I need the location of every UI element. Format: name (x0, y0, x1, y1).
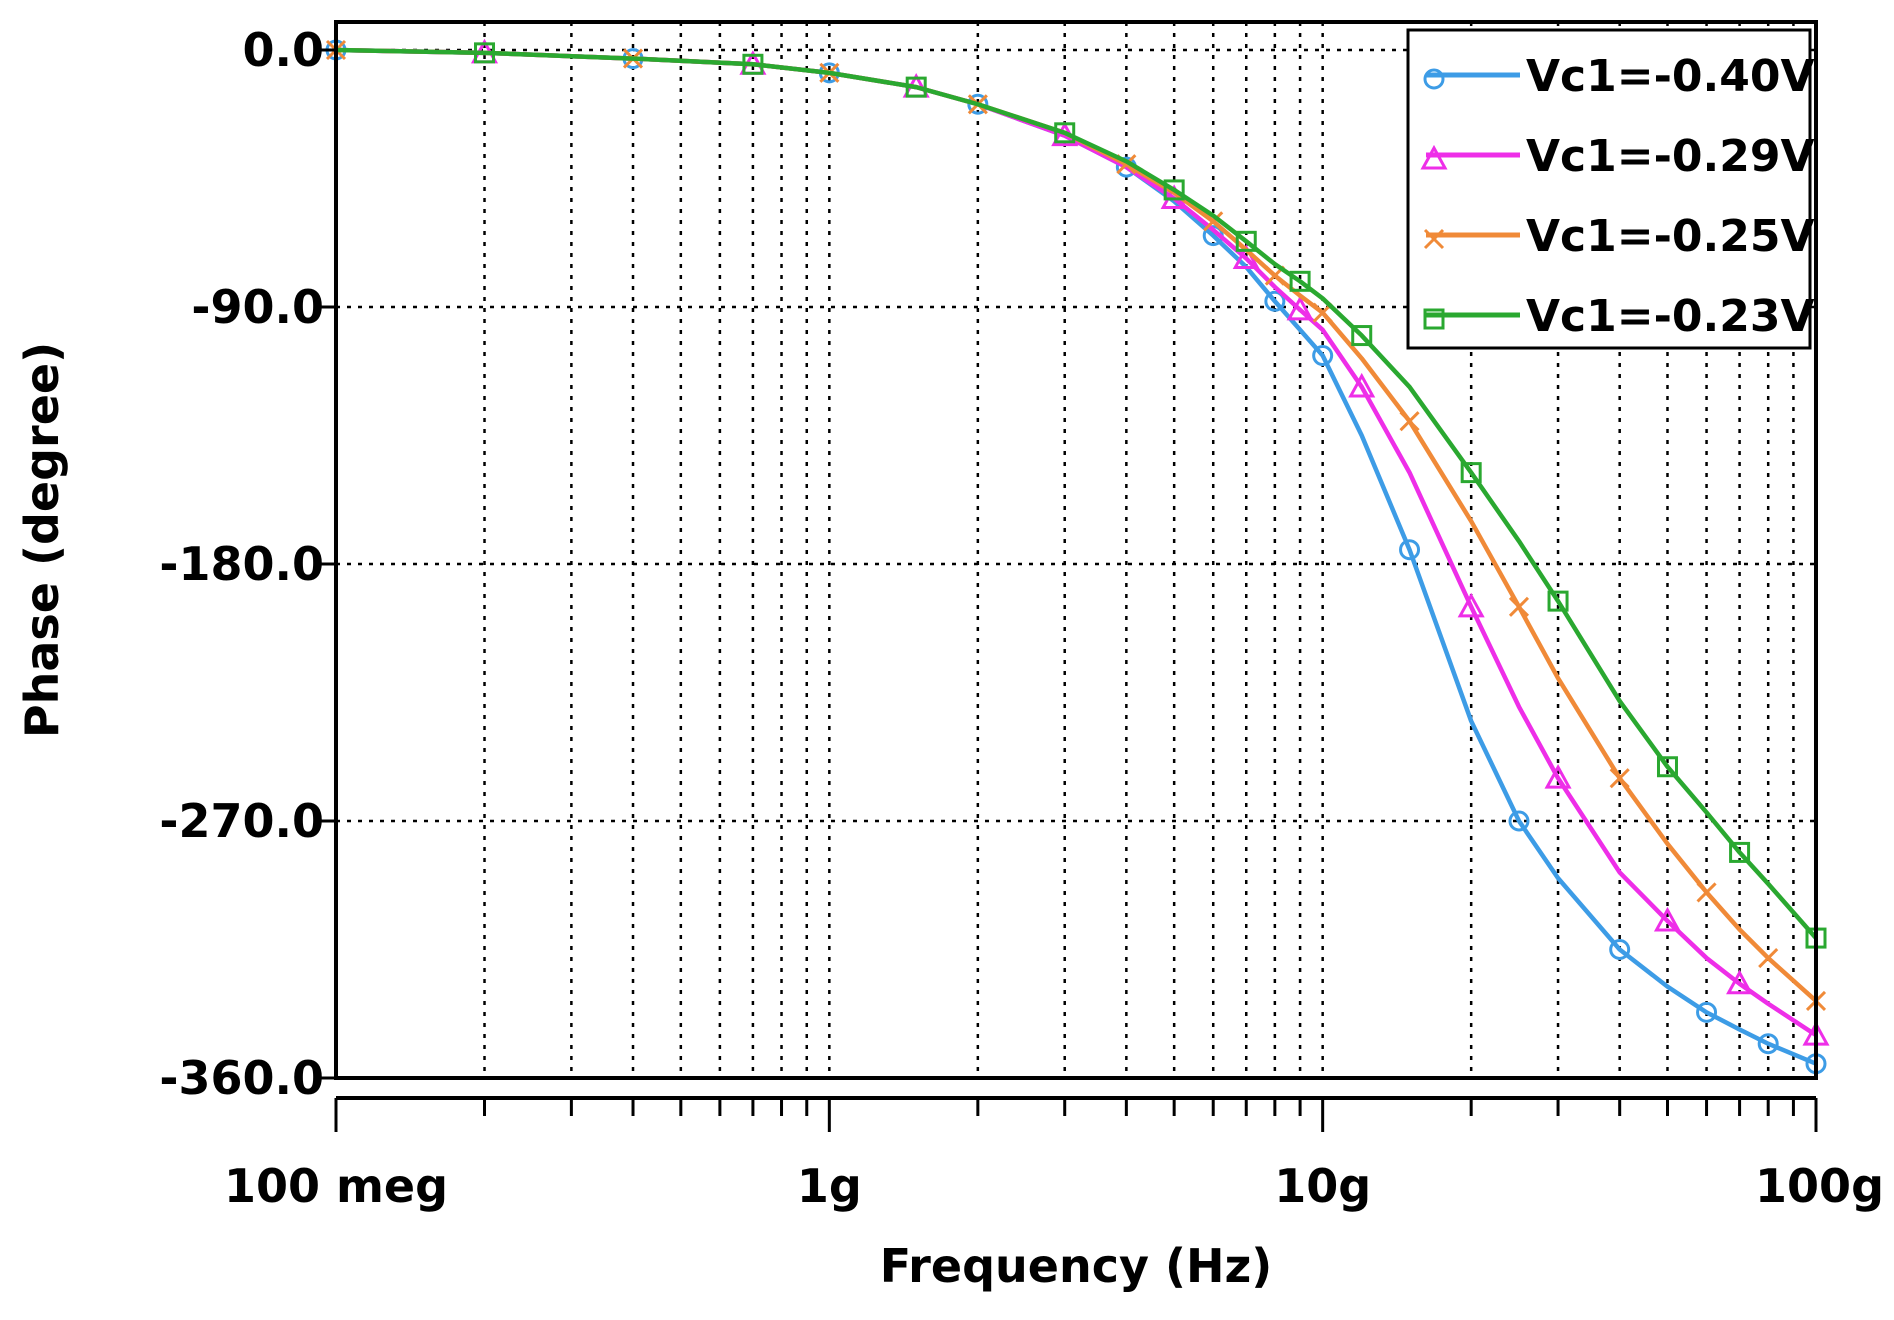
y-tick-label: -90.0 (191, 280, 324, 334)
data-point-marker (967, 93, 989, 115)
data-point-marker (1457, 592, 1485, 618)
data-point-marker (1289, 270, 1311, 292)
marker-x-stroke (1758, 948, 1779, 969)
data-point-marker (1696, 1001, 1718, 1023)
data-point-marker (1399, 539, 1421, 561)
y-tick-label: -360.0 (159, 1051, 324, 1105)
y-tick-label: 0.0 (243, 23, 325, 77)
legend-entry: Vc1=-0.23V (1423, 291, 1815, 342)
legend-entry: Vc1=-0.25V (1423, 211, 1815, 262)
data-point-marker (905, 76, 927, 98)
legend-box (1406, 28, 1812, 350)
legend-label: Vc1=-0.23V (1526, 291, 1815, 342)
legend-entry: Vc1=-0.29V (1420, 131, 1815, 182)
data-point-marker (1351, 325, 1373, 347)
marker-x-stroke (1609, 768, 1630, 789)
data-point-marker (1508, 596, 1530, 617)
marker-x-stroke (1696, 882, 1717, 903)
y-tick-label: -180.0 (159, 537, 324, 591)
data-point-marker (1726, 969, 1754, 995)
legend-label: Vc1=-0.29V (1526, 131, 1815, 182)
x-tick-label: 100g (1755, 1159, 1884, 1213)
legend-entry: Vc1=-0.40V (1423, 51, 1815, 102)
y-tick-label: -270.0 (159, 794, 324, 848)
data-point-marker (1609, 939, 1631, 960)
data-point-marker (1054, 122, 1076, 144)
legend-swatch-marker (1420, 144, 1448, 170)
marker-x-stroke (1203, 211, 1224, 232)
data-point-marker (1508, 810, 1530, 832)
marker-x-stroke (1423, 228, 1445, 250)
y-axis-title: Phase (degree) (15, 342, 69, 738)
data-point-marker (1399, 411, 1420, 432)
legend-label: Vc1=-0.25V (1526, 211, 1815, 262)
x-tick-label: 100 meg (224, 1159, 448, 1213)
x-axis-title: Frequency (Hz) (880, 1239, 1273, 1293)
series-Vc1=-0.23V (335, 42, 1827, 949)
y-axis: 0.0 -90.0 -180.0 -270.0 -360.0 (159, 22, 338, 1105)
data-point-marker (474, 42, 496, 64)
data-point-marker (742, 53, 764, 75)
data-point-marker (1758, 948, 1779, 969)
data-point-marker (1757, 1033, 1779, 1055)
data-point-marker (1696, 882, 1717, 903)
data-point-marker (1163, 179, 1185, 201)
data-point-marker (1203, 211, 1224, 232)
legend-swatch-marker (1423, 228, 1445, 250)
data-point-marker (1653, 906, 1682, 932)
data-point-marker (1656, 756, 1678, 778)
x-tick-label: 1g (797, 1159, 862, 1213)
data-point-marker (1264, 290, 1286, 312)
x-tick-label: 10g (1274, 1159, 1371, 1213)
series-line (335, 47, 1818, 940)
x-axis: 100 meg 1g 10g 100g (224, 1096, 1884, 1213)
legend-swatch-marker (1423, 308, 1445, 330)
legend-swatch-marker (1423, 68, 1445, 90)
data-point-marker (1609, 768, 1630, 789)
data-point-marker (1460, 462, 1482, 484)
data-point-marker (1544, 764, 1572, 789)
data-point-marker (1286, 295, 1314, 321)
data-point-marker (1348, 372, 1376, 398)
legend-label: Vc1=-0.40V (1526, 51, 1815, 102)
data-point-marker (1729, 841, 1751, 863)
data-point-marker (1547, 590, 1569, 612)
data-point-marker (1235, 230, 1257, 252)
legend: Vc1=-0.40V Vc1=-0.29V Vc1=-0.25V Vc1=-0.23V (1406, 28, 1815, 350)
data-point-marker (1312, 345, 1334, 367)
marker-x-stroke (1508, 596, 1530, 617)
marker-x-stroke (1116, 154, 1137, 175)
marker-x-stroke (1399, 411, 1420, 432)
series-layer (325, 38, 1830, 1075)
